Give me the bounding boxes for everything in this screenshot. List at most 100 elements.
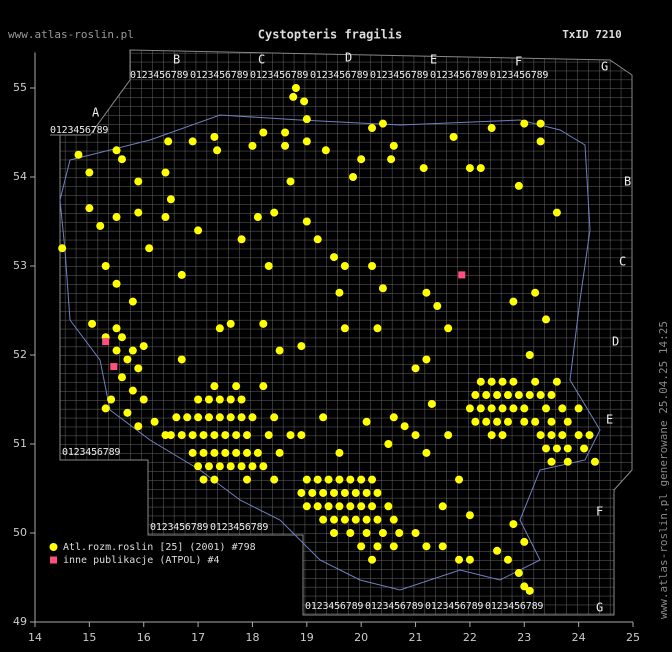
record [389,413,398,422]
atpol-letter: B [173,53,180,67]
record [226,319,235,328]
atpol-letter: F [515,55,522,69]
x-tick-label: 23 [517,631,531,644]
record [362,488,371,497]
atpol-digits: 0123456789 [310,70,368,81]
record [514,181,523,190]
legend-marker [49,543,58,551]
record [204,395,213,404]
record [177,355,186,364]
record [542,404,551,413]
atpol-letter: D [345,51,352,65]
record [465,404,474,413]
record [164,137,173,146]
record [514,391,523,400]
legend-marker [50,556,57,564]
record [330,253,338,262]
record [520,537,529,546]
record [357,542,366,551]
record [226,413,235,422]
record [85,204,94,213]
record [286,177,295,186]
record [444,324,453,333]
record [340,262,349,270]
record [96,221,105,230]
record [335,448,344,457]
record [253,448,262,457]
record [210,132,219,141]
record [487,124,496,133]
record [335,288,344,297]
atpol-digits: 0123456789 [370,70,428,81]
record [215,395,224,404]
record [590,457,599,466]
record [210,475,219,484]
atpol-digits: 0123456789 [50,125,108,136]
record [525,351,534,359]
record [161,168,170,177]
y-tick-label: 54 [13,170,27,183]
record [458,271,466,279]
record [411,431,420,440]
record [117,373,126,382]
record [264,431,273,440]
record [300,97,309,106]
record [308,488,317,497]
y-tick-label: 51 [13,437,27,450]
atpol-digits: 0123456789 [130,70,188,81]
record [362,529,371,537]
record [88,319,97,328]
record [387,155,396,164]
record [199,448,208,457]
record [351,515,360,524]
record [74,150,83,159]
record [465,511,474,520]
record [302,137,311,146]
record [351,488,360,497]
record [574,431,583,440]
record [487,377,496,386]
record [346,475,355,484]
record [319,488,328,497]
record [433,302,442,311]
atpol-digits: 0123456789 [190,70,248,81]
record [465,164,474,173]
record [237,413,246,422]
record [346,529,355,537]
record [248,413,257,422]
record [378,119,387,128]
record [547,457,556,466]
record [313,235,322,244]
record [389,141,398,150]
record [289,92,298,101]
record [243,475,252,484]
atpol-digits: 0123456789 [150,522,208,533]
record [139,342,148,351]
record [520,404,529,413]
record [509,297,518,306]
record [493,417,502,426]
record [531,417,540,426]
record [166,431,175,440]
record [340,515,349,524]
record [585,431,594,440]
x-tick-label: 24 [572,631,586,644]
atpol-digits: 0123456789 [430,70,488,81]
record [215,324,224,333]
record [384,440,393,448]
record [112,279,121,288]
record [134,364,143,373]
record [204,413,213,422]
record [123,355,132,364]
record [547,431,556,440]
record [514,569,523,578]
record [117,155,126,164]
record [531,288,540,297]
record [275,448,284,457]
record [563,457,572,466]
record [194,395,203,404]
record [525,391,534,400]
record [215,462,224,471]
record [237,462,246,471]
record [357,475,366,484]
